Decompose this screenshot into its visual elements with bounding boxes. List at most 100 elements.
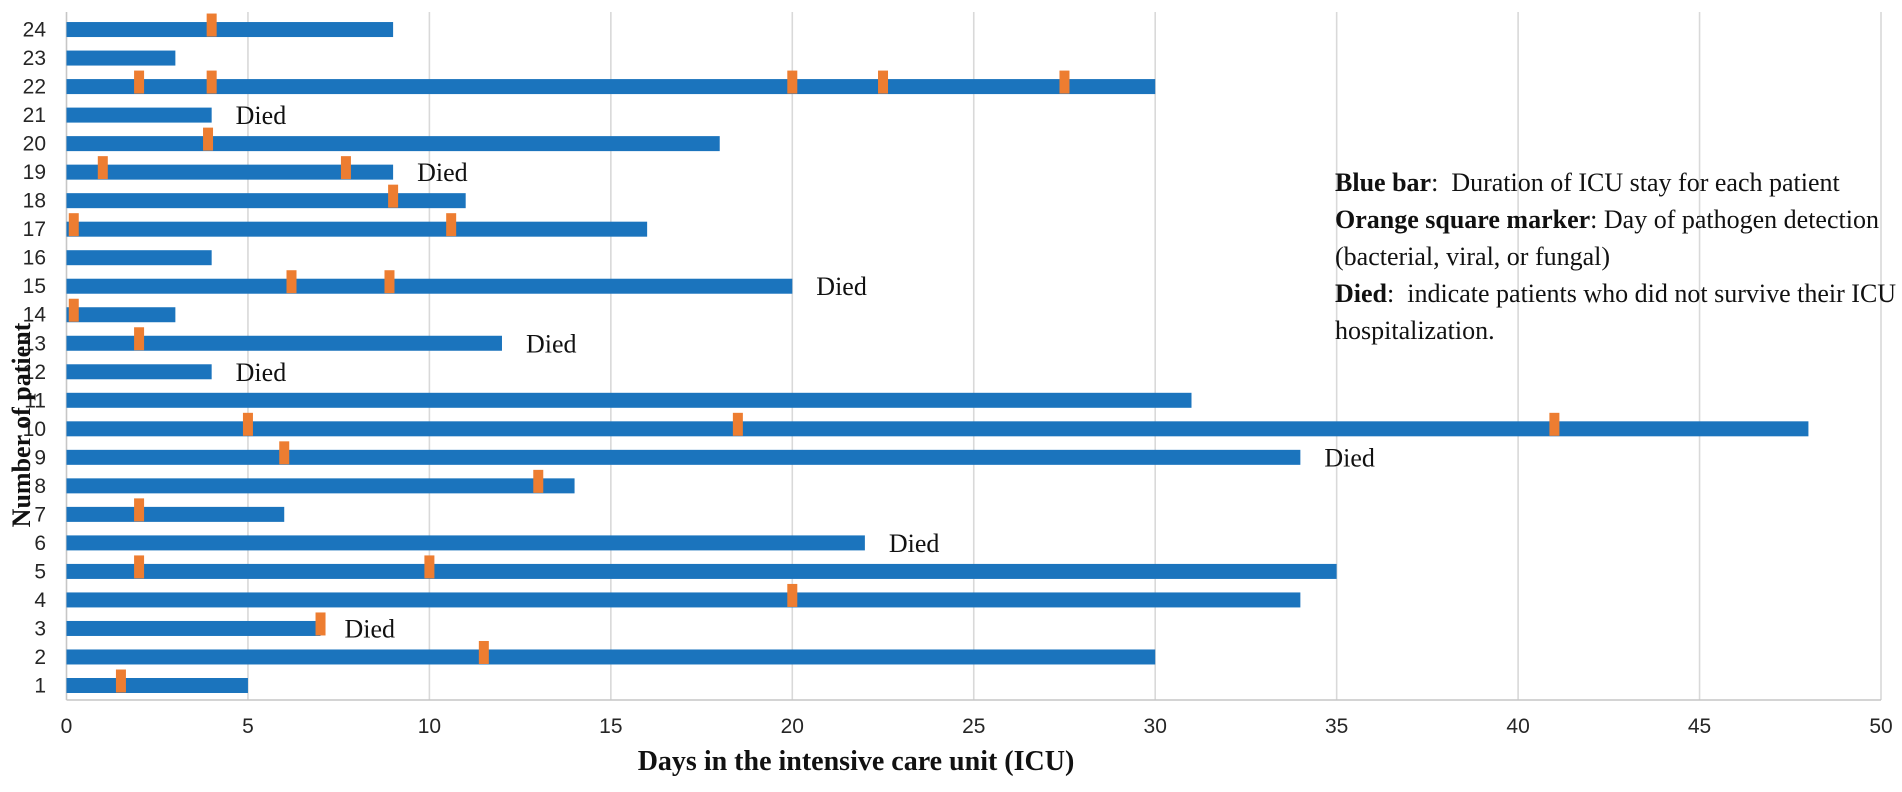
y-tick-label: 6 <box>34 532 46 555</box>
legend-term-orange-marker: Orange square marker <box>1335 205 1591 234</box>
x-tick-label: 0 <box>61 715 73 738</box>
pathogen-marker <box>315 612 326 636</box>
pathogen-marker <box>134 70 145 94</box>
icu-stay-bar <box>66 421 1809 437</box>
pathogen-marker <box>384 270 395 294</box>
icu-stay-bar <box>66 535 865 551</box>
legend-item-orange-marker: Orange square marker: Day of pathogen de… <box>1335 205 1885 271</box>
y-tick-label: 11 <box>24 389 46 412</box>
x-tick-label: 40 <box>1506 715 1529 738</box>
y-tick-label: 21 <box>23 104 46 127</box>
icu-stay-bar <box>66 678 248 693</box>
pathogen-marker <box>388 184 399 208</box>
x-tick-label: 35 <box>1325 715 1348 738</box>
pathogen-marker <box>203 127 214 151</box>
pathogen-marker <box>478 640 489 664</box>
x-tick-label: 50 <box>1869 715 1892 738</box>
icu-stay-bar <box>66 278 793 294</box>
died-label: Died <box>816 272 867 301</box>
y-tick-label: 16 <box>23 247 46 270</box>
died-label: Died <box>417 158 468 187</box>
icu-stay-bar <box>66 22 394 38</box>
y-tick-label: 13 <box>23 332 46 355</box>
legend-term-blue-bar: Blue bar <box>1335 168 1432 197</box>
y-tick-label: 5 <box>34 560 46 583</box>
x-axis-title: Days in the intensive care unit (ICU) <box>637 746 1075 777</box>
legend-separator: : <box>1387 279 1408 308</box>
pathogen-marker <box>242 412 253 436</box>
legend: Blue bar: Duration of ICU stay for each … <box>1335 164 1900 349</box>
y-tick-label: 20 <box>23 133 46 156</box>
pathogen-marker <box>279 441 290 465</box>
pathogen-marker <box>340 156 351 180</box>
x-tick-label: 20 <box>781 715 804 738</box>
pathogen-marker <box>787 70 798 94</box>
y-tick-label: 1 <box>34 675 46 698</box>
y-tick-label: 19 <box>23 161 46 184</box>
pathogen-marker <box>787 583 798 607</box>
died-label: Died <box>526 329 577 358</box>
icu-stay-bar <box>66 478 575 494</box>
y-tick-label: 18 <box>23 190 46 213</box>
y-tick-label: 4 <box>34 589 46 612</box>
y-tick-label: 10 <box>23 418 46 441</box>
legend-separator: : <box>1590 205 1604 234</box>
icu-stay-bar <box>66 449 1301 465</box>
y-tick-label: 23 <box>23 47 46 70</box>
icu-stay-bar <box>66 364 212 380</box>
icu-stay-bar <box>66 392 1192 408</box>
died-label: Died <box>345 614 396 643</box>
icu-stay-bar <box>66 335 502 351</box>
pathogen-marker <box>206 13 217 37</box>
pathogen-marker <box>97 156 108 180</box>
y-tick-label: 3 <box>34 617 46 640</box>
y-tick-label: 15 <box>23 275 46 298</box>
icu-stay-bar <box>66 79 1156 95</box>
icu-stay-bar <box>66 221 648 237</box>
legend-desc-died: indicate patients who did not survive th… <box>1335 279 1902 345</box>
pathogen-marker <box>446 213 457 237</box>
x-tick-label: 25 <box>962 715 985 738</box>
legend-term-died: Died <box>1335 279 1387 308</box>
pathogen-marker <box>533 469 544 493</box>
icu-stay-bar <box>66 107 212 123</box>
legend-desc-orange-marker: Day of pathogen detection (bacterial, vi… <box>1335 205 1886 271</box>
died-label: Died <box>236 101 287 130</box>
icu-stay-bar <box>66 50 176 66</box>
pathogen-marker <box>424 555 435 579</box>
pathogen-marker <box>134 555 145 579</box>
icu-stay-bar <box>66 250 212 266</box>
died-label: Died <box>889 529 940 558</box>
pathogen-marker <box>878 70 889 94</box>
y-tick-label: 22 <box>23 76 46 99</box>
pathogen-marker <box>1549 412 1560 436</box>
y-tick-label: 12 <box>23 361 46 384</box>
pathogen-marker <box>68 213 79 237</box>
pathogen-marker <box>134 327 145 351</box>
pathogen-marker <box>134 498 145 522</box>
icu-stay-bar <box>66 136 720 152</box>
y-tick-label: 24 <box>23 19 47 42</box>
died-label: Died <box>236 358 287 387</box>
y-axis-title: Number of patient <box>7 322 36 528</box>
x-tick-label: 15 <box>599 715 622 738</box>
y-tick-label: 17 <box>23 218 46 241</box>
icu-stay-bar <box>66 649 1156 665</box>
icu-stay-bar <box>66 563 1337 579</box>
pathogen-marker <box>206 70 217 94</box>
y-tick-label: 8 <box>34 475 46 498</box>
icu-stay-bar <box>66 307 176 323</box>
legend-item-died: Died: indicate patients who did not surv… <box>1335 279 1902 345</box>
x-tick-label: 10 <box>418 715 441 738</box>
icu-stay-bar <box>66 164 394 180</box>
x-tick-label: 30 <box>1144 715 1167 738</box>
x-tick-label: 5 <box>242 715 254 738</box>
y-tick-label: 2 <box>34 646 46 669</box>
icu-stay-bar <box>66 506 285 522</box>
icu-stay-bar <box>66 592 1301 608</box>
legend-item-blue-bar: Blue bar: Duration of ICU stay for each … <box>1335 168 1840 197</box>
icu-stay-bar <box>66 193 466 209</box>
legend-separator: : <box>1431 168 1452 197</box>
